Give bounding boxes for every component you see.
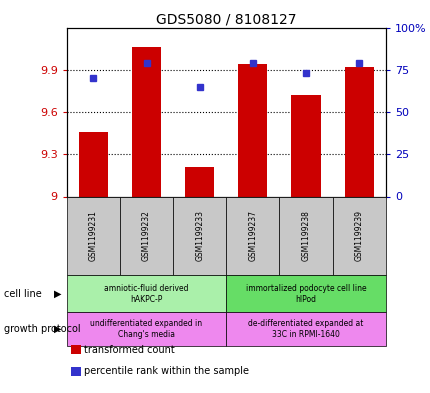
Bar [120, 196, 173, 275]
Bar [279, 196, 332, 275]
Bar [332, 196, 385, 275]
Text: undifferentiated expanded in
Chang's media: undifferentiated expanded in Chang's med… [90, 319, 202, 339]
Text: GSM1199232: GSM1199232 [142, 210, 150, 261]
Bar [79, 132, 108, 196]
Text: amniotic-fluid derived
hAKPC-P: amniotic-fluid derived hAKPC-P [104, 284, 188, 304]
Bar [173, 196, 226, 275]
Bar [132, 47, 161, 196]
Text: transformed count: transformed count [84, 345, 175, 355]
Text: percentile rank within the sample: percentile rank within the sample [84, 366, 249, 376]
Bar [238, 64, 267, 196]
Bar [67, 275, 226, 312]
Bar [226, 275, 385, 312]
Bar [291, 95, 320, 196]
Text: GSM1199237: GSM1199237 [248, 210, 257, 261]
Bar [226, 196, 279, 275]
Text: GSM1199231: GSM1199231 [89, 210, 98, 261]
Text: cell line: cell line [4, 289, 42, 299]
Text: growth protocol: growth protocol [4, 324, 81, 334]
Bar [67, 196, 120, 275]
Bar [226, 312, 385, 346]
Text: de-differentiated expanded at
33C in RPMI-1640: de-differentiated expanded at 33C in RPM… [248, 319, 363, 339]
Text: ▶: ▶ [54, 324, 62, 334]
Text: GSM1199239: GSM1199239 [354, 210, 363, 261]
Bar [344, 67, 373, 196]
Text: immortalized podocyte cell line
hIPod: immortalized podocyte cell line hIPod [245, 284, 366, 304]
Bar [184, 167, 214, 196]
Text: ▶: ▶ [54, 289, 62, 299]
Text: GSM1199238: GSM1199238 [301, 210, 310, 261]
Title: GDS5080 / 8108127: GDS5080 / 8108127 [156, 12, 296, 26]
Text: GSM1199233: GSM1199233 [195, 210, 204, 261]
Bar [67, 312, 226, 346]
